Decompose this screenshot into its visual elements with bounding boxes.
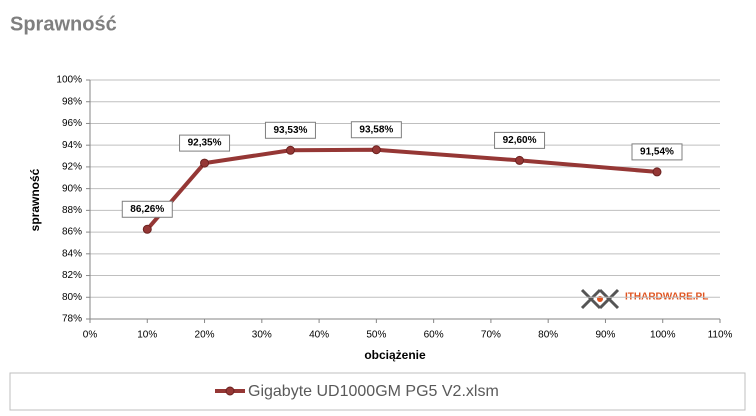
legend-box — [9, 372, 746, 411]
x-axis-label: obciążenie — [364, 348, 426, 362]
x-tick-label: 80% — [538, 330, 558, 341]
legend-label: Gigabyte UD1000GM PG5 V2.xlsm — [248, 383, 499, 400]
marker — [200, 158, 210, 168]
series-line — [145, 147, 658, 231]
x-tick-label: 60% — [424, 330, 444, 341]
y-tick-label: 96% — [62, 118, 82, 129]
data-label: 92,35% — [188, 138, 222, 149]
y-tick-label: 90% — [62, 183, 82, 194]
data-label-box — [350, 121, 402, 139]
y-tick-label: 98% — [62, 96, 82, 107]
legend-marker — [225, 386, 235, 396]
y-tick-label: 84% — [62, 248, 82, 259]
marker — [142, 224, 152, 234]
x-tick-label: 20% — [195, 330, 215, 341]
x-tick-label: 10% — [137, 330, 157, 341]
y-tick-label: 94% — [62, 140, 82, 151]
marker — [285, 145, 295, 155]
x-tick-label: 30% — [252, 330, 272, 341]
marker — [515, 155, 525, 165]
data-label-box — [631, 143, 683, 161]
watermark-logo — [580, 288, 620, 310]
data-label-box — [264, 121, 316, 139]
y-tick-label: 80% — [62, 292, 82, 303]
y-tick-label: 82% — [62, 270, 82, 281]
y-axis-label: sprawność — [28, 168, 42, 231]
y-tick-label: 88% — [62, 205, 82, 216]
data-label: 92,60% — [503, 135, 537, 146]
marker — [652, 167, 662, 177]
data-label-box — [121, 200, 173, 218]
data-label: 93,58% — [359, 124, 393, 135]
marker — [371, 145, 381, 155]
y-tick-label: 100% — [56, 75, 82, 86]
x-tick-label: 70% — [481, 330, 501, 341]
x-tick-label: 50% — [366, 330, 386, 341]
data-label: 93,53% — [273, 125, 307, 136]
y-tick-label: 92% — [62, 162, 82, 173]
x-tick-label: 100% — [650, 330, 676, 341]
data-label-box — [179, 134, 231, 152]
x-tick-label: 110% — [708, 330, 733, 341]
x-tick-label: 40% — [309, 330, 329, 341]
y-tick-label: 86% — [62, 227, 82, 238]
x-tick-label: 0% — [83, 330, 98, 341]
y-tick-label: 78% — [62, 314, 82, 325]
data-label-box — [494, 131, 546, 149]
chart-title: Sprawność — [10, 13, 117, 35]
data-label: 91,54% — [640, 147, 674, 158]
data-label: 86,26% — [130, 204, 164, 215]
x-tick-label: 90% — [595, 330, 615, 341]
